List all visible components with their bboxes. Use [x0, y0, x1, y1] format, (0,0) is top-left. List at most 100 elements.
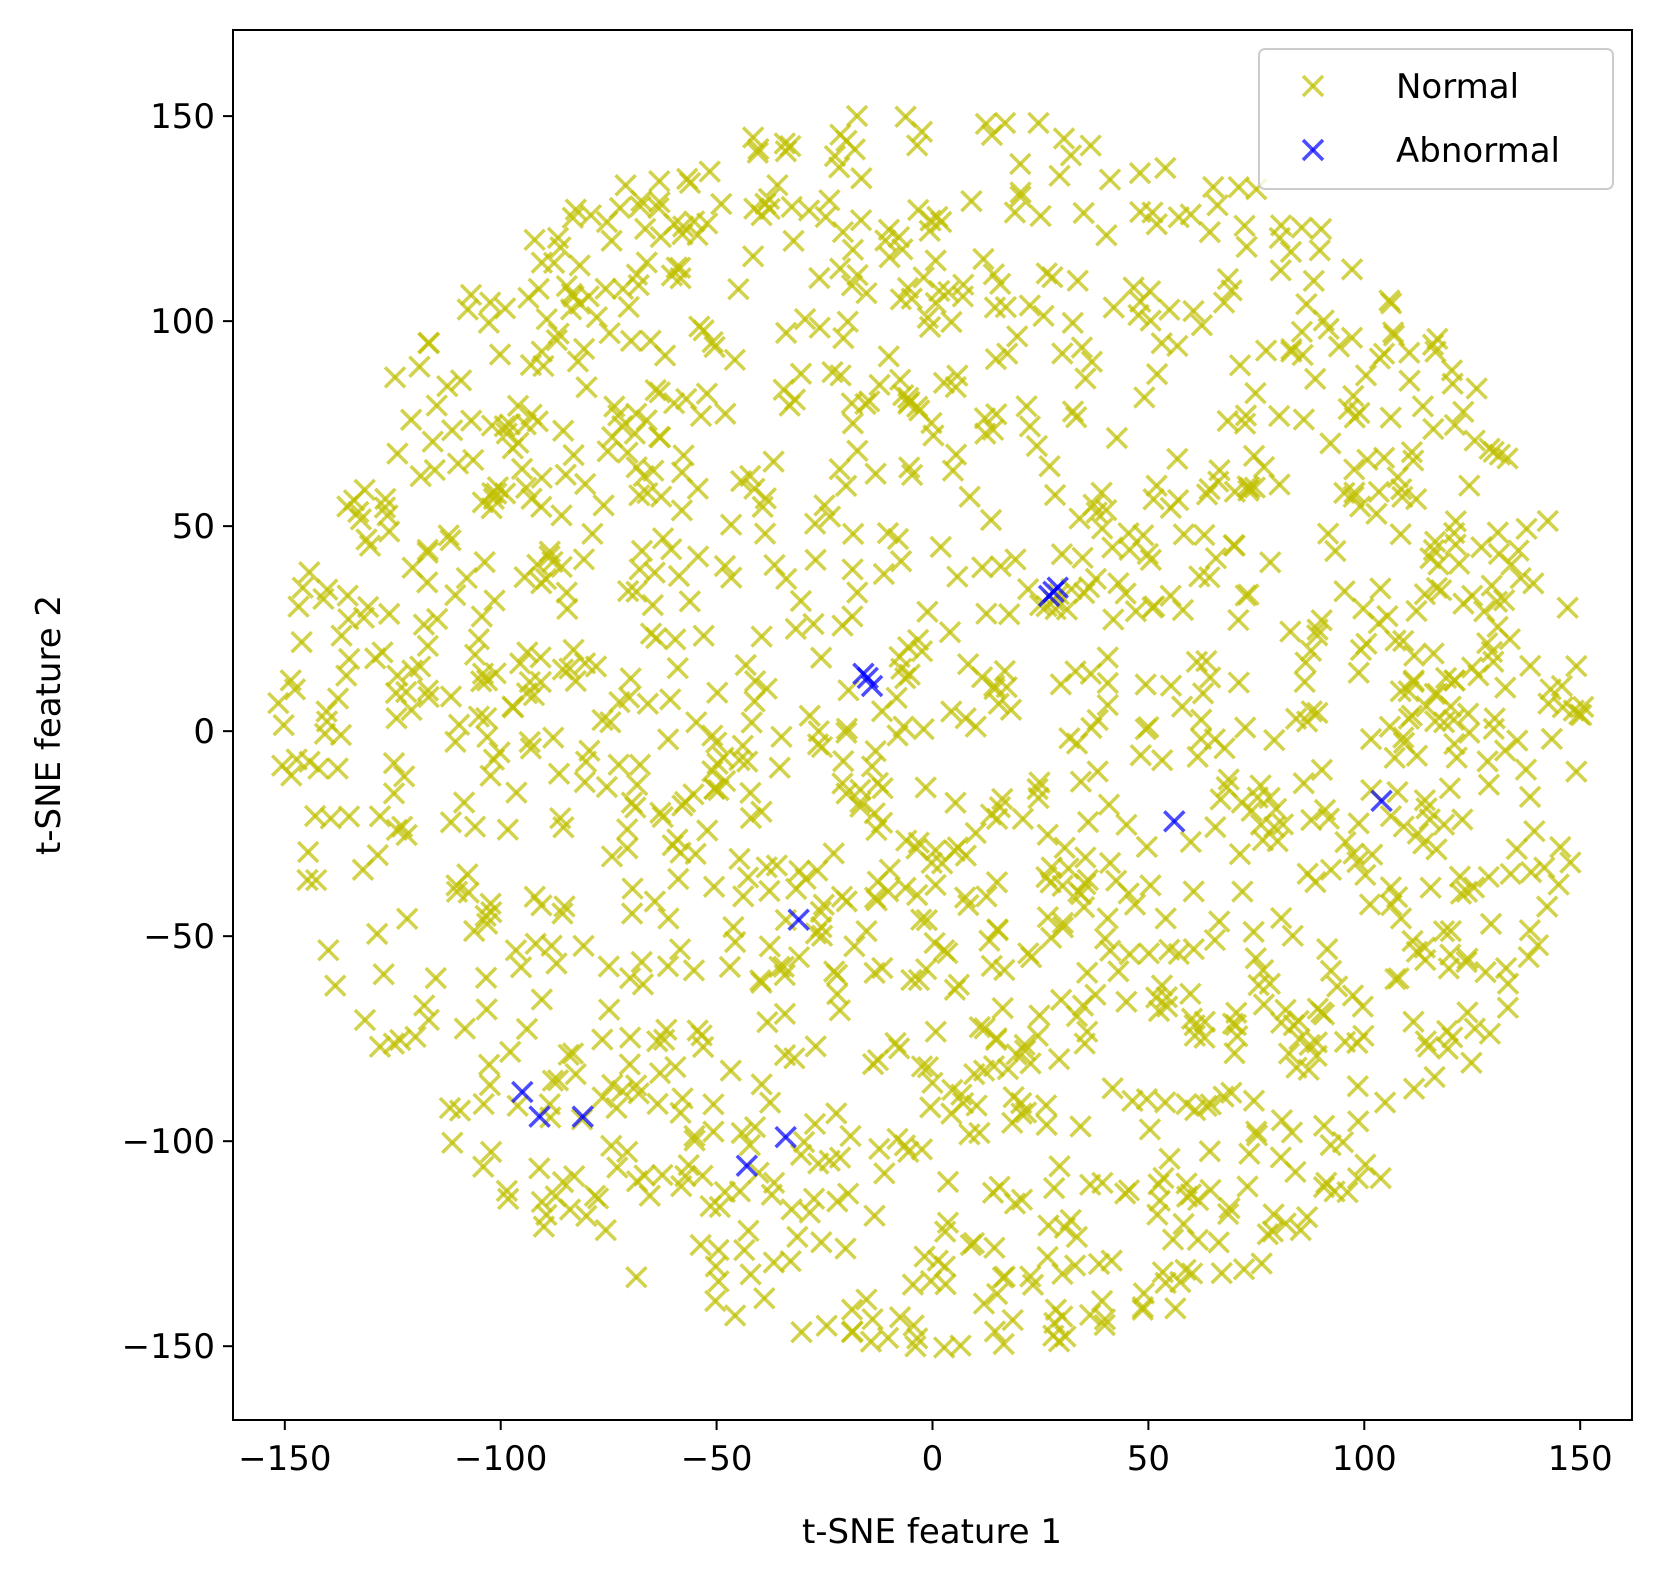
data-point-normal — [383, 366, 407, 389]
data-point-normal — [424, 966, 448, 990]
data-point-normal — [614, 174, 637, 197]
data-point-normal — [607, 753, 630, 776]
data-point-normal — [985, 1282, 1009, 1306]
data-point-normal — [608, 690, 631, 714]
data-point-normal — [1451, 808, 1474, 831]
data-point-normal — [972, 1059, 996, 1082]
data-point-normal — [850, 166, 873, 190]
data-point-normal — [814, 205, 837, 229]
data-point-normal — [915, 908, 939, 932]
data-point-normal — [929, 535, 952, 559]
data-point-normal — [798, 1201, 822, 1224]
data-point-normal — [1244, 381, 1267, 405]
data-point-normal — [846, 581, 869, 604]
data-point-normal — [1145, 362, 1169, 386]
data-point-normal — [723, 348, 747, 372]
data-point-normal — [1279, 240, 1303, 264]
data-point-normal — [518, 730, 541, 754]
data-point-normal — [897, 456, 921, 479]
data-point-normal — [1340, 326, 1364, 349]
data-point-normal — [562, 638, 585, 662]
data-point-normal — [296, 840, 320, 864]
data-point-normal — [876, 521, 900, 545]
data-point-normal — [1252, 993, 1276, 1016]
data-point-normal — [825, 1102, 848, 1125]
data-point-normal — [1348, 495, 1372, 518]
data-point-normal — [1199, 1093, 1222, 1116]
data-point-normal — [1247, 973, 1270, 997]
data-point-normal — [516, 641, 539, 664]
data-point-normal — [550, 555, 573, 579]
data-point-normal — [964, 821, 987, 845]
data-point-normal — [1483, 707, 1506, 730]
data-point-normal — [1233, 412, 1257, 435]
data-point-normal — [653, 344, 677, 367]
data-point-normal — [1346, 850, 1369, 874]
data-point-normal — [1011, 807, 1035, 831]
data-point-normal — [1090, 517, 1114, 540]
data-point-normal — [1477, 865, 1500, 889]
data-point-normal — [1405, 599, 1428, 623]
data-point-normal — [924, 839, 947, 862]
data-point-normal — [598, 321, 621, 345]
data-point-normal — [792, 1130, 816, 1154]
data-point-normal — [905, 134, 929, 157]
data-point-normal — [662, 391, 686, 415]
data-point-normal — [1170, 695, 1194, 718]
data-point-normal — [746, 141, 770, 165]
data-point-normal — [1496, 996, 1520, 1019]
data-point-normal — [689, 1233, 712, 1257]
data-point-normal — [527, 277, 551, 301]
data-point-normal — [743, 477, 766, 501]
data-point-normal — [1182, 880, 1205, 903]
data-point-normal — [469, 670, 493, 693]
data-point-normal — [285, 748, 308, 771]
data-point-normal — [886, 527, 910, 551]
data-point-normal — [1382, 324, 1406, 347]
data-point-normal — [606, 1156, 629, 1179]
data-point-normal — [712, 746, 735, 769]
data-point-normal — [520, 403, 543, 426]
data-point-normal — [1069, 770, 1093, 793]
data-point-normal — [591, 708, 614, 732]
data-point-normal — [916, 1056, 940, 1079]
data-point-normal — [714, 402, 737, 425]
data-point-normal — [1425, 576, 1449, 600]
data-point-normal — [1515, 517, 1538, 541]
data-point-normal — [1145, 474, 1168, 497]
data-point-normal — [652, 1028, 676, 1052]
y-axis-title: t-SNE feature 2 — [29, 595, 69, 855]
data-point-normal — [1340, 258, 1364, 281]
data-point-normal — [1090, 1289, 1114, 1313]
data-point-normal — [1274, 1212, 1297, 1235]
data-point-normal — [958, 1123, 981, 1146]
data-point-normal — [1182, 299, 1205, 323]
data-point-abnormal — [528, 1105, 551, 1128]
data-point-normal — [523, 228, 546, 252]
data-point-normal — [551, 419, 575, 442]
data-point-normal — [1292, 408, 1316, 431]
data-point-normal — [980, 954, 1004, 978]
data-point-normal — [1099, 939, 1122, 962]
data-point-normal — [326, 757, 349, 780]
data-point-normal — [841, 522, 865, 546]
data-point-normal — [985, 871, 1009, 894]
data-point-normal — [932, 371, 956, 395]
data-point-normal — [683, 1124, 706, 1148]
data-point-normal — [471, 1155, 495, 1178]
data-point-normal — [1462, 876, 1486, 899]
data-point-normal — [1085, 501, 1108, 524]
data-point-normal — [1342, 458, 1366, 481]
data-point-normal — [459, 283, 483, 307]
data-point-abnormal — [571, 1105, 594, 1128]
data-point-normal — [822, 842, 845, 865]
data-point-normal — [555, 274, 579, 298]
data-point-normal — [1401, 929, 1424, 953]
data-point-normal — [1154, 156, 1177, 180]
data-point-normal — [1259, 551, 1282, 574]
data-point-normal — [743, 197, 766, 220]
data-point-normal — [1175, 1172, 1198, 1195]
data-point-normal — [535, 307, 559, 331]
data-point-normal — [1204, 546, 1228, 570]
legend: Normal Abnormal — [1258, 48, 1614, 190]
